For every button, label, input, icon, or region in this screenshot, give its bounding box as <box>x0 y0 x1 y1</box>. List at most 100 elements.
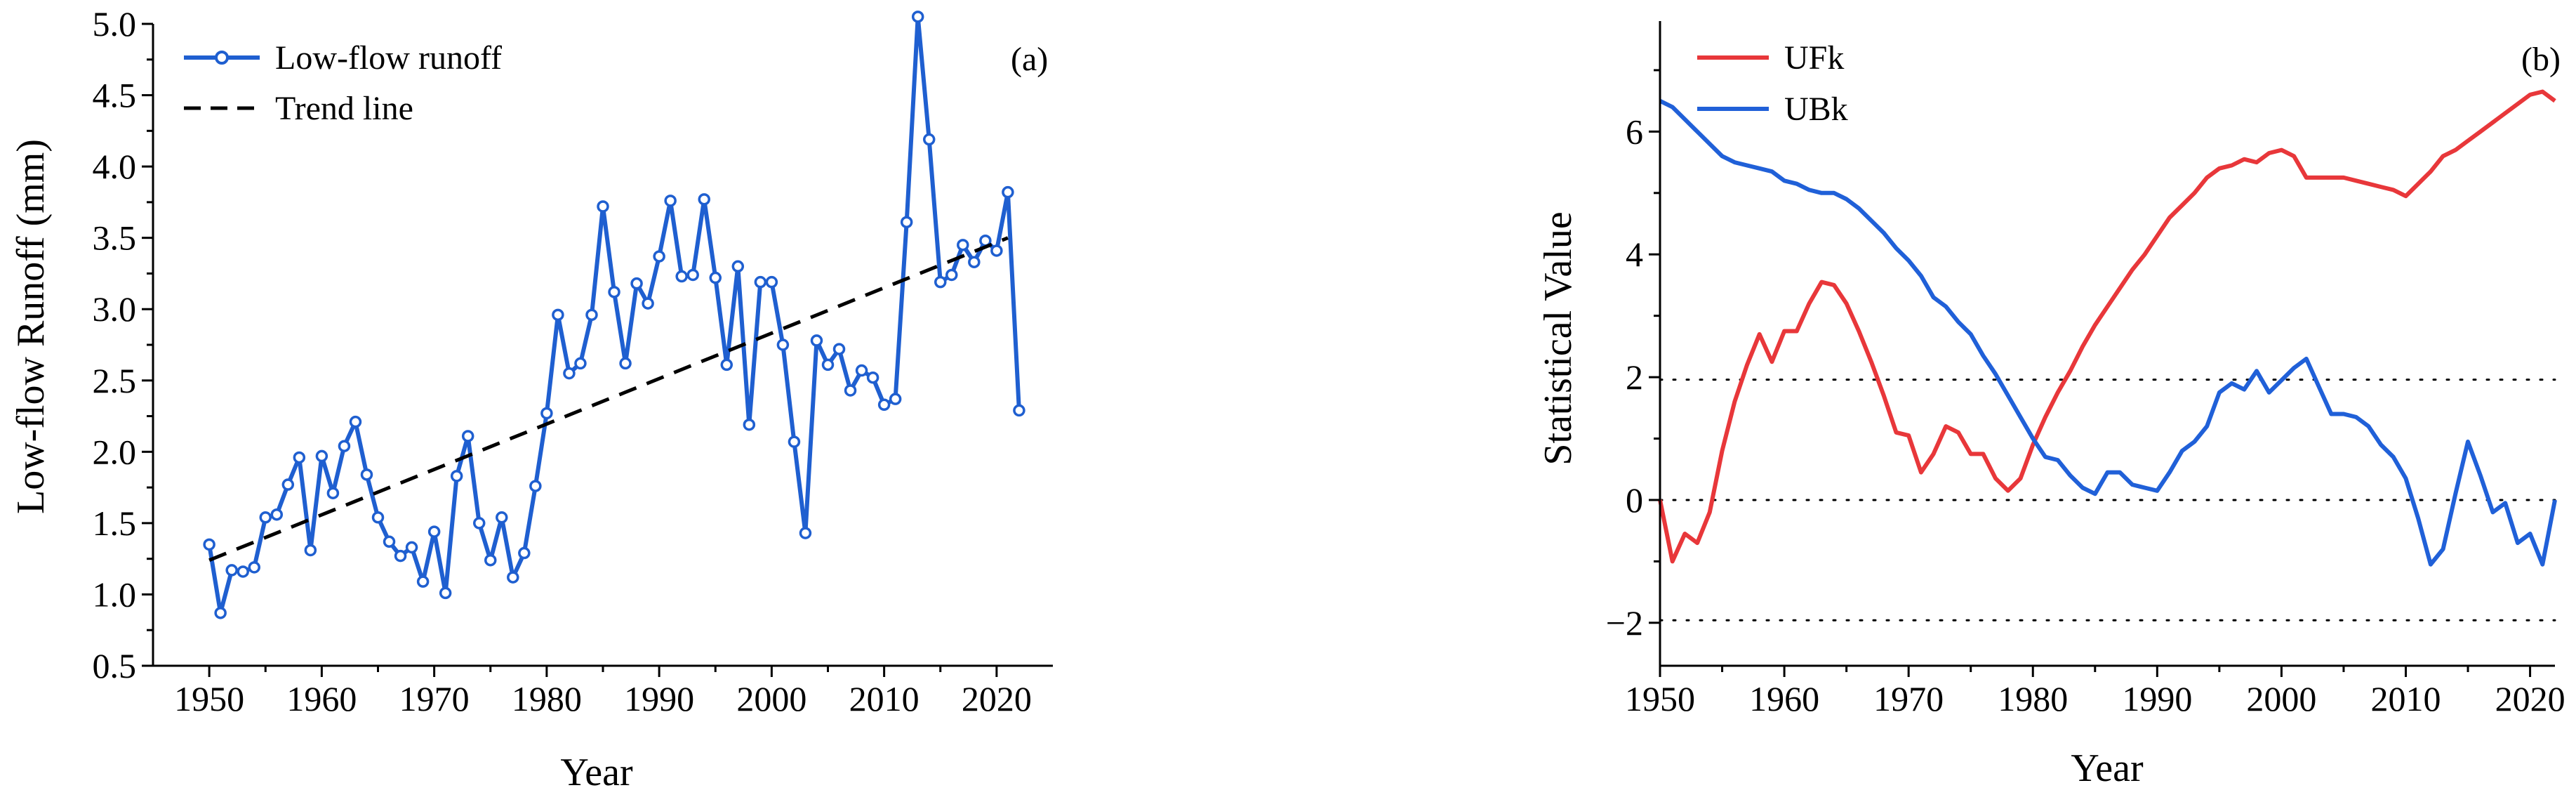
data-point <box>619 357 632 370</box>
data-point <box>304 544 317 557</box>
data-point <box>866 371 879 384</box>
data-point <box>698 193 710 206</box>
x-tick-label: 1990 <box>624 679 694 718</box>
data-point <box>439 586 452 600</box>
data-point <box>585 308 598 322</box>
data-point <box>326 487 340 499</box>
data-point <box>597 200 609 213</box>
data-point <box>664 195 677 207</box>
y-tick-label: 2 <box>1626 357 1643 397</box>
data-point <box>709 271 722 284</box>
data-point <box>630 277 643 290</box>
data-point <box>968 256 981 268</box>
panel-b-mann-kendall: 1950 1960 1970 1980 1990 2000 2010 2020 −2 0 2 4 6 Y… <box>1536 21 2565 790</box>
data-point <box>844 384 857 397</box>
data-point <box>507 571 519 584</box>
data-point <box>371 511 385 524</box>
legend-marker-low-flow-runoff <box>215 51 229 65</box>
data-point <box>810 334 823 347</box>
data-point <box>832 343 846 355</box>
data-point <box>720 358 733 372</box>
x-tick-label: 1970 <box>1873 679 1944 718</box>
y-tick-label: 2.5 <box>93 361 137 400</box>
data-point <box>214 607 227 619</box>
data-point <box>259 511 272 524</box>
data-point <box>1013 404 1025 417</box>
y-tick-label: −2 <box>1606 603 1643 643</box>
panel-a-plot-area: 1950 1960 1970 1980 1990 2000 2010 2020 0.5 1.0 1.… <box>93 4 1053 718</box>
y-tick-label: 4 <box>1626 235 1643 274</box>
data-point <box>315 449 328 463</box>
data-point <box>405 541 418 554</box>
data-point <box>788 435 801 448</box>
x-tick-label: 1950 <box>1625 679 1695 718</box>
panel-b-ylabel: Statistical Value <box>1536 211 1580 465</box>
y-tick-label: 2.0 <box>93 432 137 471</box>
y-tick-label: 1.0 <box>93 574 137 614</box>
panel-b-legend: UFk UBk <box>1697 39 1848 128</box>
data-point <box>270 508 284 521</box>
data-point <box>934 275 947 289</box>
data-point <box>776 338 790 351</box>
data-point <box>877 398 891 412</box>
x-tick-label: 1970 <box>399 679 470 718</box>
x-tick-label: 2000 <box>736 679 806 718</box>
y-tick-label: 3.0 <box>93 289 137 329</box>
data-point <box>922 133 936 146</box>
y-tick-label: 3.5 <box>93 218 137 258</box>
data-point <box>731 260 745 273</box>
data-point <box>203 538 215 551</box>
panel-a-label: (a) <box>1011 41 1048 78</box>
data-point <box>743 418 756 431</box>
data-point <box>675 270 688 283</box>
data-point <box>529 480 542 492</box>
legend-label-ubk: UBk <box>1784 91 1848 128</box>
data-point <box>990 244 1003 257</box>
x-tick-label: 1960 <box>1749 679 1819 718</box>
data-point <box>237 565 249 578</box>
data-point <box>855 364 868 377</box>
panel-a-xlabel: Year <box>560 751 633 794</box>
data-point <box>293 451 306 464</box>
data-point <box>653 250 665 263</box>
data-point <box>394 549 407 563</box>
panel-a-legend: Low-flow runoff Trend line <box>184 39 502 127</box>
data-point <box>563 367 576 380</box>
series-line-ufk <box>1658 89 2556 564</box>
panel-b-plot-area: 1950 1960 1970 1980 1990 2000 2010 2020 −2 0 2 4 6 <box>1606 21 2565 718</box>
data-point <box>427 525 441 538</box>
data-point <box>518 546 531 560</box>
data-point <box>1002 185 1014 199</box>
data-point <box>540 407 553 420</box>
data-point <box>248 561 260 574</box>
data-point <box>574 357 587 370</box>
panel-b-xlabel: Year <box>2071 747 2144 790</box>
legend-label-low-flow-runoff: Low-flow runoff <box>275 39 502 77</box>
data-point <box>225 564 238 577</box>
series-line-ubk <box>1659 99 2557 567</box>
series-line-trend-line <box>208 236 1009 563</box>
x-tick-label: 2020 <box>2495 679 2565 718</box>
y-tick-label: 6 <box>1626 112 1643 151</box>
data-point <box>900 216 913 229</box>
data-point <box>552 308 564 322</box>
panel-a-low-flow-runoff: 1950 1960 1970 1980 1990 2000 2010 2020 0.5 1.0 1.… <box>9 4 1053 794</box>
y-tick-label: 0 <box>1626 480 1643 520</box>
y-tick-label: 4.5 <box>93 76 137 115</box>
legend-label-trend-line: Trend line <box>275 90 413 127</box>
x-tick-label: 1980 <box>1998 679 2068 718</box>
data-point <box>416 575 430 588</box>
data-point <box>496 511 508 524</box>
legend-label-ufk: UFk <box>1784 39 1844 77</box>
data-point <box>484 553 497 567</box>
data-point <box>889 393 902 405</box>
x-tick-label: 2020 <box>962 679 1032 718</box>
y-tick-label: 5.0 <box>93 4 137 44</box>
x-tick-label: 2010 <box>2371 679 2441 718</box>
x-tick-label: 2010 <box>849 679 919 718</box>
data-point <box>281 478 295 491</box>
data-point <box>450 470 463 482</box>
x-tick-label: 1990 <box>2122 679 2192 718</box>
data-point <box>349 415 362 428</box>
